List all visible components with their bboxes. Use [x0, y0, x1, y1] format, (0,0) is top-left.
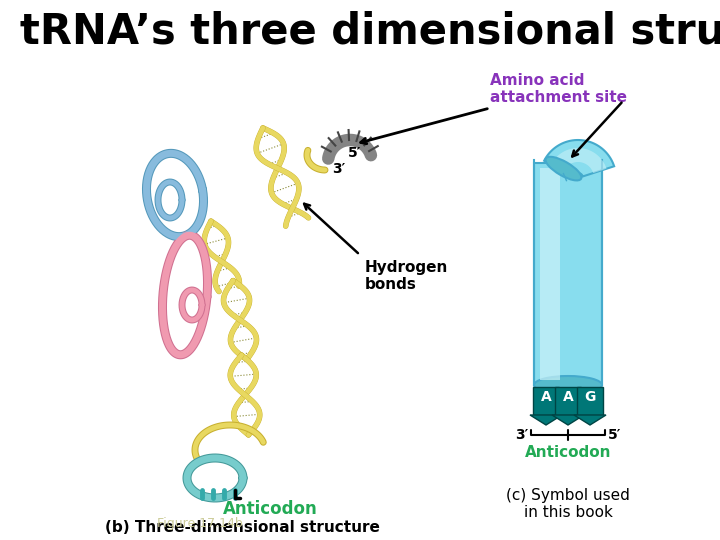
- Text: A: A: [541, 390, 552, 404]
- Polygon shape: [540, 168, 560, 380]
- Text: 5′: 5′: [608, 428, 621, 442]
- Polygon shape: [574, 415, 606, 425]
- Text: A: A: [562, 390, 573, 404]
- Polygon shape: [552, 148, 606, 173]
- Ellipse shape: [546, 157, 581, 180]
- FancyBboxPatch shape: [533, 387, 559, 415]
- FancyBboxPatch shape: [555, 387, 581, 415]
- Text: 3′: 3′: [332, 161, 346, 176]
- Text: tRNA’s three dimensional structure: tRNA’s three dimensional structure: [20, 10, 720, 52]
- Ellipse shape: [534, 376, 602, 394]
- Text: Anticodon: Anticodon: [525, 445, 611, 460]
- Text: Hydrogen
bonds: Hydrogen bonds: [365, 260, 449, 292]
- Text: G: G: [585, 390, 595, 404]
- Text: Figure 17.14b: Figure 17.14b: [157, 517, 243, 530]
- Text: Amino acid
attachment site: Amino acid attachment site: [490, 72, 627, 105]
- Text: 3′: 3′: [515, 428, 528, 442]
- Polygon shape: [544, 140, 614, 177]
- FancyBboxPatch shape: [577, 387, 603, 415]
- Polygon shape: [534, 163, 602, 385]
- Text: Anticodon: Anticodon: [222, 500, 318, 518]
- Text: (b) Three-dimensional structure: (b) Three-dimensional structure: [105, 520, 380, 535]
- Polygon shape: [552, 415, 584, 425]
- Text: 5′: 5′: [348, 146, 361, 160]
- Text: (c) Symbol used
in this book: (c) Symbol used in this book: [506, 488, 630, 520]
- Polygon shape: [530, 415, 562, 425]
